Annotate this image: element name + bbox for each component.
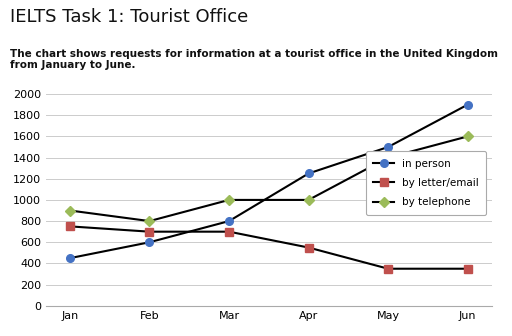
Legend: in person, by letter/email, by telephone: in person, by letter/email, by telephone [366,151,486,215]
Text: The chart shows requests for information at a tourist office in the United Kingd: The chart shows requests for information… [10,49,498,70]
Text: IELTS Task 1: Tourist Office: IELTS Task 1: Tourist Office [10,8,248,27]
